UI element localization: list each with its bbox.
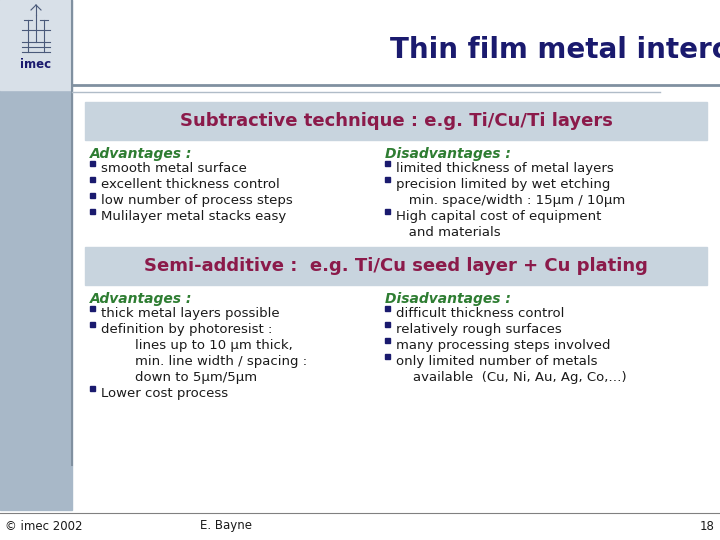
- Text: imec: imec: [20, 58, 52, 71]
- Bar: [0, 0, 72, 510]
- Text: precision limited by wet etching: precision limited by wet etching: [396, 178, 611, 191]
- Bar: [90, 386, 95, 391]
- Text: High capital cost of equipment: High capital cost of equipment: [396, 210, 601, 223]
- Text: Thin film metal interconnect patterning: Thin film metal interconnect patterning: [390, 36, 720, 64]
- Text: 18: 18: [700, 519, 715, 532]
- Bar: [385, 354, 390, 359]
- Text: Subtractive technique : e.g. Ti/Cu/Ti layers: Subtractive technique : e.g. Ti/Cu/Ti la…: [179, 112, 613, 130]
- Bar: [385, 209, 390, 214]
- Bar: [385, 322, 390, 327]
- Text: thick metal layers possible: thick metal layers possible: [101, 307, 279, 320]
- Bar: [90, 306, 95, 311]
- Bar: [385, 161, 390, 166]
- Bar: [385, 306, 390, 311]
- Bar: [0, 0, 72, 90]
- Bar: [85, 102, 707, 140]
- Bar: [90, 193, 95, 198]
- Text: excellent thickness control: excellent thickness control: [101, 178, 280, 191]
- Text: available  (Cu, Ni, Au, Ag, Co,…): available (Cu, Ni, Au, Ag, Co,…): [396, 371, 626, 384]
- Text: lines up to 10 μm thick,: lines up to 10 μm thick,: [101, 339, 293, 352]
- Text: limited thickness of metal layers: limited thickness of metal layers: [396, 162, 613, 175]
- Text: min. space/width : 15μm / 10μm: min. space/width : 15μm / 10μm: [396, 194, 625, 207]
- Text: down to 5μm/5μm: down to 5μm/5μm: [101, 371, 257, 384]
- Text: relatively rough surfaces: relatively rough surfaces: [396, 323, 562, 336]
- Text: difficult thickness control: difficult thickness control: [396, 307, 564, 320]
- Text: Semi-additive :  e.g. Ti/Cu seed layer + Cu plating: Semi-additive : e.g. Ti/Cu seed layer + …: [144, 257, 648, 275]
- Text: Disadvantages :: Disadvantages :: [385, 147, 511, 161]
- Text: low number of process steps: low number of process steps: [101, 194, 293, 207]
- Text: definition by photoresist :: definition by photoresist :: [101, 323, 272, 336]
- Bar: [385, 177, 390, 182]
- Text: Mulilayer metal stacks easy: Mulilayer metal stacks easy: [101, 210, 287, 223]
- Text: only limited number of metals: only limited number of metals: [396, 355, 598, 368]
- Text: Disadvantages :: Disadvantages :: [385, 292, 511, 306]
- Text: many processing steps involved: many processing steps involved: [396, 339, 611, 352]
- Text: Lower cost process: Lower cost process: [101, 387, 228, 400]
- Bar: [90, 322, 95, 327]
- Text: Advantages :: Advantages :: [90, 147, 192, 161]
- Bar: [90, 161, 95, 166]
- Bar: [90, 209, 95, 214]
- Bar: [90, 177, 95, 182]
- Text: and materials: and materials: [396, 226, 500, 239]
- Text: min. line width / spacing :: min. line width / spacing :: [101, 355, 307, 368]
- Text: smooth metal surface: smooth metal surface: [101, 162, 247, 175]
- Text: Advantages :: Advantages :: [90, 292, 192, 306]
- Text: E. Bayne: E. Bayne: [200, 519, 252, 532]
- Bar: [85, 247, 707, 285]
- Bar: [385, 338, 390, 343]
- Text: © imec 2002: © imec 2002: [5, 519, 83, 532]
